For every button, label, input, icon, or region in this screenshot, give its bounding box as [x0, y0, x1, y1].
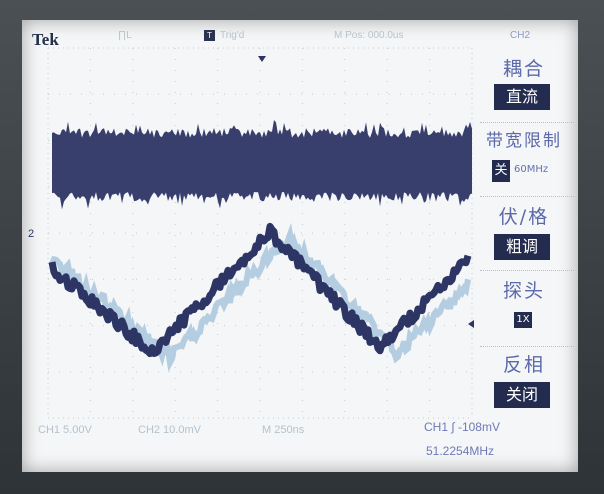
bandwidth-limit-title: 带宽限制 [486, 131, 562, 151]
oscilloscope-screen: Tek ∏L T Trig'd M Pos: 000.0us CH2 2 耦合 … [22, 20, 578, 472]
ch1-waveform [52, 120, 472, 210]
volts-div-button[interactable]: 粗调 [494, 234, 550, 260]
ch2-waveform-light [49, 222, 471, 372]
timebase: M 250ns [262, 424, 305, 436]
coupling-title: 耦合 [502, 58, 545, 80]
trigger-icon: T [204, 30, 215, 41]
brand-logo: Tek [32, 30, 59, 49]
horizontal-position: M Pos: 000.0us [334, 30, 404, 41]
graticule [47, 47, 473, 419]
channel-menu: 耦合 直流 带宽限制 关 60MHz 伏/格 粗调 探头 1X 反相 关闭 [474, 46, 574, 426]
menu-divider [480, 196, 574, 197]
probe-title: 探头 [502, 280, 545, 302]
menu-channel-title: CH2 [510, 30, 531, 41]
bandwidth-value: 60MHz [514, 164, 549, 175]
frequency-readout: 51.2254MHz [426, 444, 495, 458]
trigger-status: Trig'd [220, 30, 245, 41]
menu-divider [480, 346, 574, 347]
ch1-scale: CH1 5.00V [38, 424, 92, 436]
trigger-level-marker [468, 320, 474, 328]
bandwidth-limit-button[interactable]: 关 [492, 160, 510, 182]
waveform-display [47, 47, 474, 419]
run-status: ∏L [118, 30, 132, 41]
ch2-waveform [48, 222, 472, 358]
invert-title: 反相 [502, 354, 545, 376]
menu-divider [480, 270, 574, 271]
trigger-position-marker [258, 56, 266, 62]
probe-button[interactable]: 1X [514, 312, 532, 328]
coupling-button[interactable]: 直流 [494, 84, 550, 110]
trigger-readout: CH1 ∫ -108mV [424, 420, 500, 434]
volts-div-title: 伏/格 [498, 206, 550, 228]
invert-button[interactable]: 关闭 [494, 382, 550, 408]
ch2-ground-marker: 2 [28, 228, 35, 240]
menu-divider [480, 122, 574, 123]
ch2-scale: CH2 10.0mV [138, 424, 201, 436]
